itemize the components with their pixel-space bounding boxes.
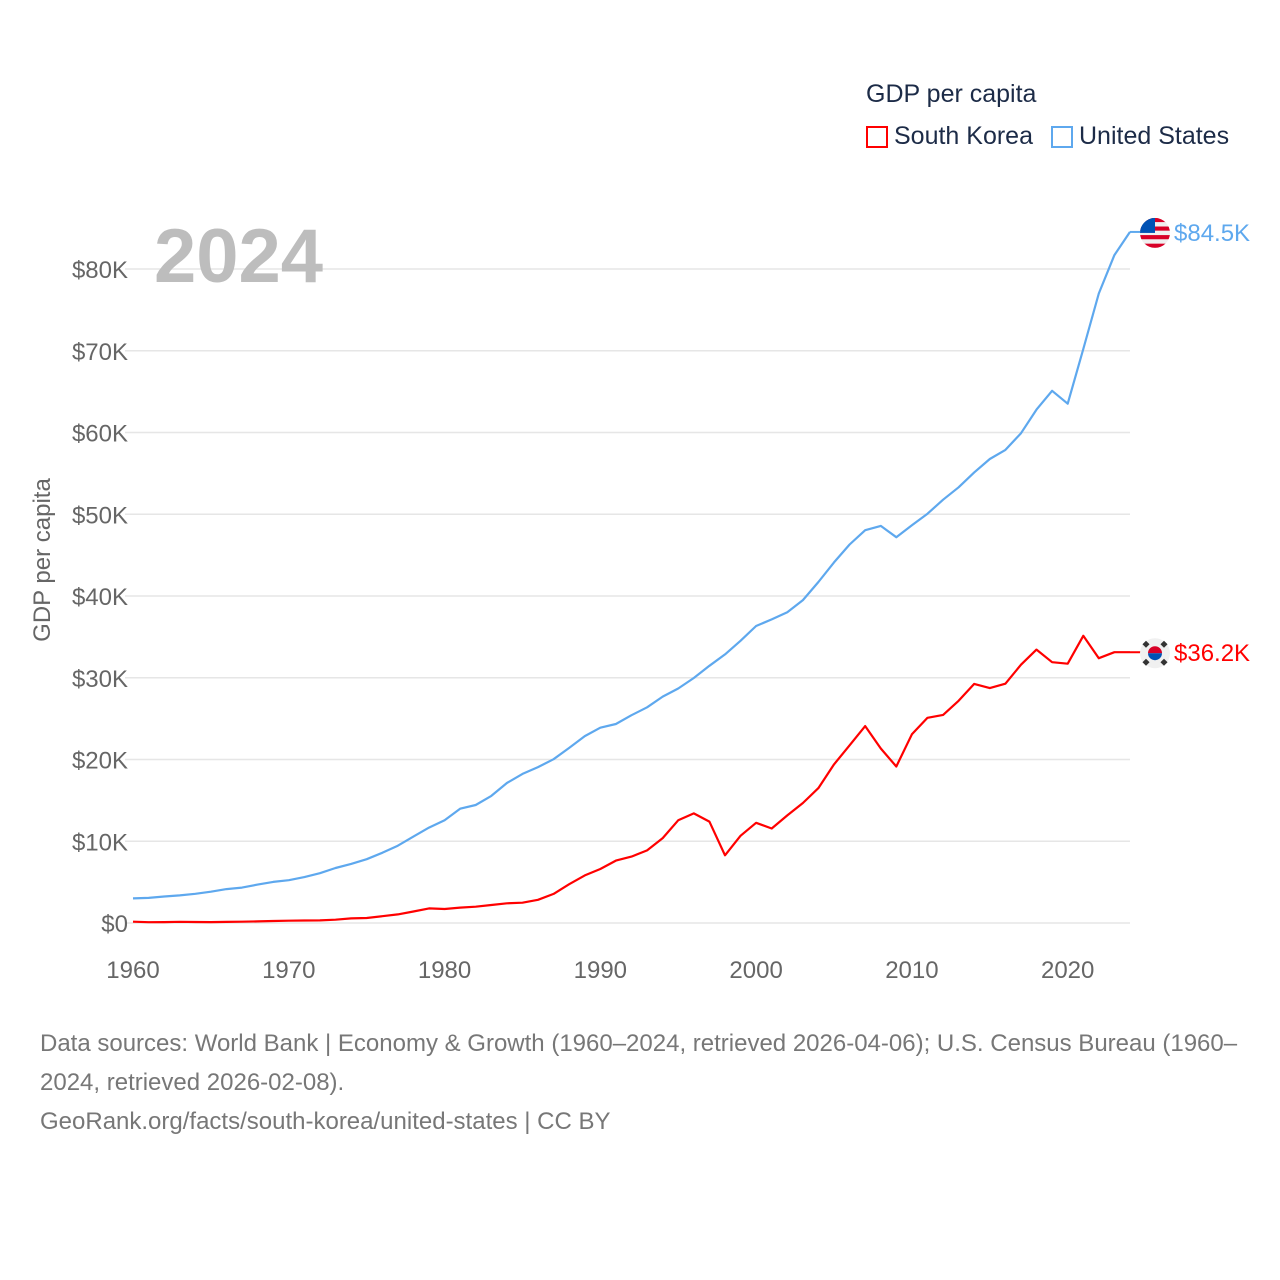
x-tick-label: 2010 xyxy=(885,957,938,984)
x-tick-label: 2020 xyxy=(1041,957,1094,984)
taegeuk-top xyxy=(1148,646,1162,654)
x-tick-label: 2000 xyxy=(729,957,782,984)
y-tick-label: $70K xyxy=(72,339,128,366)
x-tick-label: 1960 xyxy=(106,957,159,984)
taegeuk-bottom xyxy=(1148,653,1162,661)
x-tick-label: 1990 xyxy=(574,957,627,984)
y-tick-label: $60K xyxy=(72,421,128,448)
end-value-label: $84.5K xyxy=(1174,220,1250,247)
x-tick-label: 1970 xyxy=(262,957,315,984)
legend-item-south-korea[interactable]: South Korea xyxy=(866,122,1033,151)
united-states-flag-icon xyxy=(1140,217,1170,248)
x-tick-label: 1980 xyxy=(418,957,471,984)
series-line-south-korea xyxy=(132,634,1130,924)
end-value-label: $36.2K xyxy=(1174,640,1250,667)
credit-link[interactable]: GeoRank.org/facts/south-korea/united-sta… xyxy=(40,1108,611,1135)
y-axis-label: GDP per capita xyxy=(29,478,56,642)
legend-swatch-south-korea xyxy=(866,125,888,148)
legend-label: United States xyxy=(1079,122,1230,150)
y-tick-label: $20K xyxy=(72,748,128,775)
legend-label: South Korea xyxy=(894,122,1033,150)
legend-item-united-states[interactable]: United States xyxy=(1051,122,1229,151)
legend: South Korea United States xyxy=(866,122,1229,151)
data-sources: Data sources: World Bank | Economy & Gro… xyxy=(40,1030,1238,1096)
series-line-united-states xyxy=(132,231,1131,900)
y-tick-label: $10K xyxy=(72,829,128,856)
legend-swatch-united-states xyxy=(1051,125,1073,148)
y-tick-label: $40K xyxy=(72,584,128,611)
y-tick-label: $50K xyxy=(72,502,128,529)
y-tick-label: $30K xyxy=(72,666,128,693)
y-tick-label: $80K xyxy=(72,257,128,284)
year-label: 2024 xyxy=(154,214,323,299)
legend-title: GDP per capita xyxy=(866,80,1037,108)
y-tick-label: $0 xyxy=(101,911,128,938)
footer: Data sources: World Bank | Economy & Gro… xyxy=(40,1024,1240,1141)
